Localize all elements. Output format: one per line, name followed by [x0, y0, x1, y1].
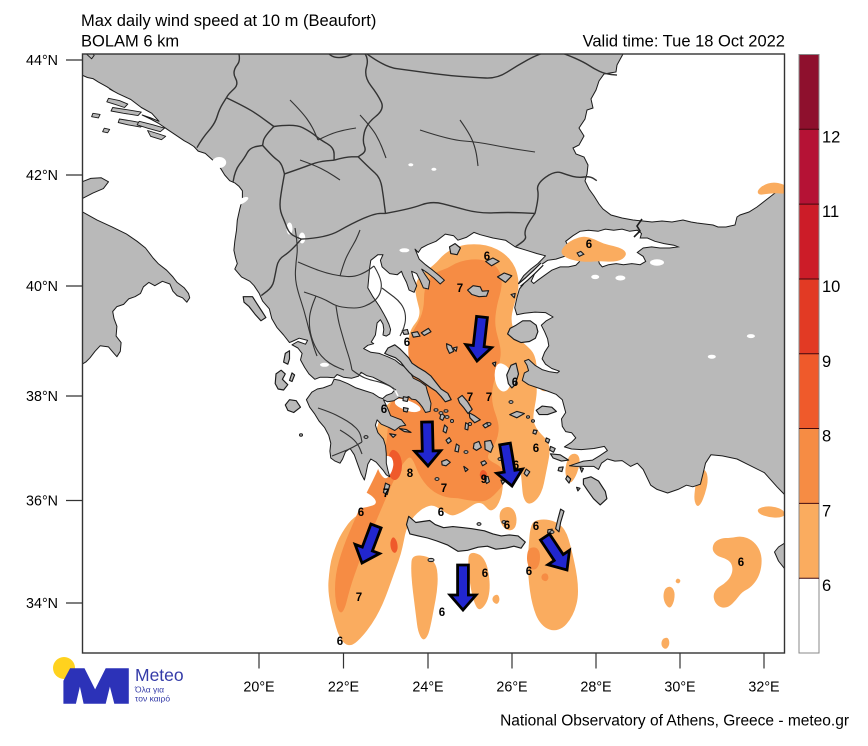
svg-text:Meteo: Meteo	[135, 665, 184, 685]
svg-text:8: 8	[407, 468, 414, 480]
svg-text:40°N: 40°N	[26, 279, 58, 295]
svg-text:9: 9	[481, 474, 487, 486]
svg-text:6: 6	[504, 520, 510, 532]
svg-text:7: 7	[441, 483, 447, 495]
svg-text:24°E: 24°E	[412, 680, 443, 696]
svg-text:34°N: 34°N	[26, 596, 58, 612]
svg-text:7: 7	[356, 592, 362, 604]
svg-text:7: 7	[822, 502, 831, 520]
svg-text:6: 6	[482, 568, 488, 580]
svg-text:8: 8	[822, 428, 831, 446]
svg-text:11: 11	[822, 203, 839, 221]
svg-text:26°E: 26°E	[496, 680, 527, 696]
svg-text:36°N: 36°N	[26, 494, 58, 510]
svg-text:6: 6	[404, 337, 410, 349]
svg-text:6: 6	[381, 404, 387, 416]
svg-text:6: 6	[439, 607, 445, 619]
svg-text:6: 6	[738, 557, 744, 569]
svg-text:Max daily wind speed at 10 m (: Max daily wind speed at 10 m (Beaufort)	[81, 12, 376, 30]
svg-text:10: 10	[822, 278, 840, 296]
svg-text:30°E: 30°E	[664, 680, 695, 696]
svg-text:44°N: 44°N	[26, 53, 58, 69]
svg-text:20°E: 20°E	[243, 680, 274, 696]
svg-text:6: 6	[586, 239, 592, 251]
svg-text:6: 6	[512, 377, 518, 389]
svg-text:6: 6	[533, 443, 539, 455]
svg-text:Valid time: Tue 18 Oct 2022: Valid time: Tue 18 Oct 2022	[583, 33, 785, 51]
svg-text:7: 7	[383, 488, 389, 500]
svg-text:12: 12	[822, 128, 840, 146]
svg-text:Όλα για: Όλα για	[134, 685, 164, 695]
svg-text:6: 6	[526, 566, 532, 578]
svg-text:7: 7	[467, 392, 473, 404]
svg-text:6: 6	[533, 521, 539, 533]
svg-text:28°E: 28°E	[580, 680, 611, 696]
svg-text:7: 7	[457, 283, 463, 295]
svg-text:National Observatory of Athens: National Observatory of Athens, Greece -…	[500, 713, 849, 730]
svg-text:7: 7	[486, 392, 492, 404]
svg-text:6: 6	[358, 507, 364, 519]
svg-text:38°N: 38°N	[26, 389, 58, 405]
svg-text:42°N: 42°N	[26, 168, 58, 184]
svg-text:22°E: 22°E	[328, 680, 359, 696]
svg-text:6: 6	[438, 507, 444, 519]
svg-text:BOLAM 6 km: BOLAM 6 km	[81, 33, 179, 51]
svg-text:6: 6	[484, 251, 490, 263]
svg-text:9: 9	[822, 353, 831, 371]
svg-text:6: 6	[337, 636, 343, 648]
svg-text:τον καιρό: τον καιρό	[135, 694, 170, 704]
svg-text:32°E: 32°E	[748, 680, 779, 696]
svg-text:6: 6	[822, 577, 831, 595]
svg-text:6: 6	[513, 460, 519, 472]
